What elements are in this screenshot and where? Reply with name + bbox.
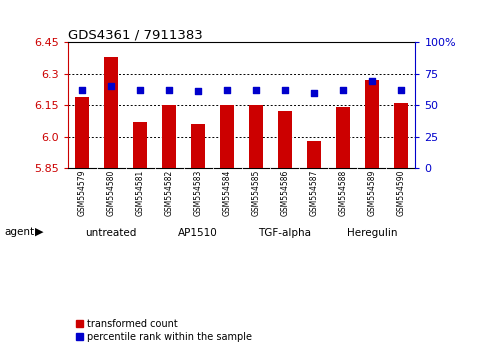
Text: GDS4361 / 7911383: GDS4361 / 7911383: [68, 28, 202, 41]
Text: GSM554579: GSM554579: [78, 170, 86, 216]
Bar: [104, 57, 118, 168]
Bar: [133, 122, 147, 168]
Text: GSM554584: GSM554584: [223, 170, 231, 216]
Text: TGF-alpha: TGF-alpha: [258, 228, 312, 238]
Text: GSM554581: GSM554581: [136, 170, 144, 216]
Bar: [394, 103, 408, 168]
Point: [339, 87, 347, 93]
Point: [78, 87, 86, 93]
Bar: [336, 107, 350, 168]
Bar: [249, 105, 263, 168]
Point: [310, 90, 318, 96]
Point: [397, 87, 405, 93]
Text: GSM554585: GSM554585: [252, 170, 260, 216]
Bar: [220, 105, 234, 168]
Bar: [162, 105, 176, 168]
Text: ▶: ▶: [35, 227, 43, 236]
Point: [368, 79, 376, 84]
Bar: [307, 141, 321, 168]
Text: Heregulin: Heregulin: [347, 228, 397, 238]
Bar: [191, 124, 205, 168]
Text: GSM554588: GSM554588: [339, 170, 347, 216]
Legend: transformed count, percentile rank within the sample: transformed count, percentile rank withi…: [72, 315, 256, 346]
Text: GSM554580: GSM554580: [107, 170, 115, 216]
Text: AP1510: AP1510: [178, 228, 218, 238]
Point: [136, 87, 144, 93]
Point: [165, 87, 173, 93]
Text: GSM554583: GSM554583: [194, 170, 202, 216]
Text: GSM554587: GSM554587: [310, 170, 318, 216]
Point: [194, 88, 202, 94]
Bar: [365, 80, 379, 168]
Text: GSM554582: GSM554582: [165, 170, 173, 216]
Point: [281, 87, 289, 93]
Text: GSM554589: GSM554589: [368, 170, 376, 216]
Point: [107, 84, 115, 89]
Text: GSM554586: GSM554586: [281, 170, 289, 216]
Point: [252, 87, 260, 93]
Text: agent: agent: [5, 227, 35, 236]
Bar: [75, 97, 89, 168]
Bar: [278, 112, 292, 168]
Text: GSM554590: GSM554590: [397, 170, 405, 216]
Text: untreated: untreated: [85, 228, 137, 238]
Point: [223, 87, 231, 93]
